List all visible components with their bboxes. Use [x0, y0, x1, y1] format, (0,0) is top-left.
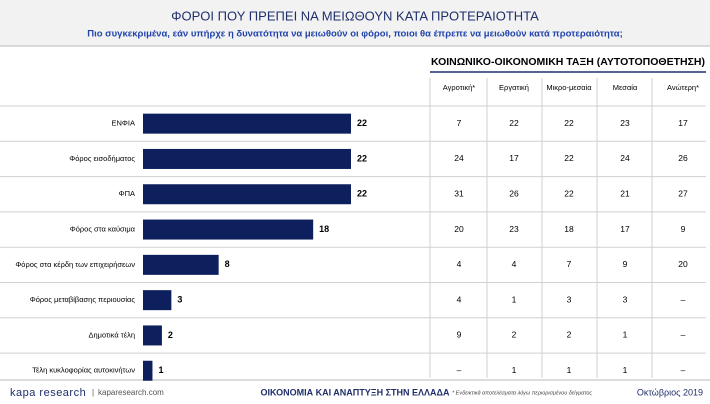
header-band — [0, 0, 710, 46]
bar — [143, 360, 153, 381]
table-cell: – — [681, 365, 686, 375]
table-cell: 21 — [620, 189, 630, 199]
footer-brand: kapa research — [10, 387, 86, 399]
table-cell: – — [681, 330, 686, 340]
table-cell: – — [457, 365, 462, 375]
column-header: Μεσαία — [613, 83, 638, 92]
bar — [143, 290, 172, 311]
table-cell: 31 — [454, 189, 464, 199]
table-cell: 2 — [512, 330, 517, 340]
footer-divider: | — [92, 388, 94, 397]
category-label: Φόρος μεταβίβασης περιουσίας — [30, 295, 136, 304]
table-cell: 7 — [457, 118, 462, 128]
bar — [143, 254, 219, 275]
table-cell: 1 — [512, 294, 517, 304]
category-label: Φόρος εισοδήματος — [69, 154, 135, 163]
column-header: Αγροτική* — [443, 83, 475, 92]
table-cell: 9 — [623, 259, 628, 269]
table-cell: 3 — [567, 294, 572, 304]
value-label: 22 — [357, 118, 367, 128]
table-cell: 7 — [567, 259, 572, 269]
table-cell: 22 — [564, 189, 574, 199]
table-cell: 1 — [623, 330, 628, 340]
table-cell: 1 — [512, 365, 517, 375]
value-label: 18 — [319, 224, 329, 234]
table-cell: 1 — [623, 365, 628, 375]
column-header: Εργατική — [499, 83, 529, 92]
table-cell: 3 — [623, 294, 628, 304]
table-cell: 23 — [620, 118, 630, 128]
table-cell: 4 — [457, 294, 462, 304]
table-cell: 23 — [509, 224, 519, 234]
category-label: ΕΝΦΙΑ — [112, 119, 136, 128]
value-label: 8 — [225, 259, 230, 269]
table-cell: 22 — [509, 118, 519, 128]
table-cell: 17 — [620, 224, 630, 234]
bar — [143, 184, 351, 205]
table-cell: 2 — [567, 330, 572, 340]
bar — [143, 325, 162, 346]
table-cell: – — [681, 294, 686, 304]
footer-topic: ΟΙΚΟΝΟΜΙΑ ΚΑΙ ΑΝΑΠΤΥΞΗ ΣΤΗΝ ΕΛΛΑΔΑ — [261, 387, 450, 397]
table-cell: 27 — [678, 189, 688, 199]
value-label: 3 — [177, 295, 182, 305]
category-label: Φόρος στα κέρδη των επιχειρήσεων — [15, 260, 135, 269]
footer-note: * Ενδεικτικά αποτελέσματα λόγω περιορισμ… — [452, 389, 592, 396]
table-cell: 9 — [457, 330, 462, 340]
category-label: Τέλη κυκλοφορίας αυτοκινήτων — [32, 366, 135, 375]
table-cell: 18 — [564, 224, 574, 234]
footer-date: Οκτώβριος 2019 — [637, 387, 703, 397]
table-cell: 22 — [564, 118, 574, 128]
value-label: 2 — [168, 330, 173, 340]
chart-subtitle: Πιο συγκεκριμένα, εάν υπήρχε η δυνατότητ… — [87, 29, 623, 40]
category-label: ΦΠΑ — [119, 189, 135, 198]
table-cell: 4 — [512, 259, 517, 269]
value-label: 22 — [357, 189, 367, 199]
category-label: Δημοτικά τέλη — [88, 330, 135, 339]
table-cell: 1 — [567, 365, 572, 375]
table-cell: 4 — [457, 259, 462, 269]
category-label: Φόρος στα καύσιμα — [70, 225, 136, 234]
bar — [143, 148, 351, 169]
table-title: ΚΟΙΝΩΝΙΚΟ-ΟΙΚΟΝΟΜΙΚΗ ΤΑΞΗ (ΑΥΤΟΤΟΠΟΘΕΤΗΣ… — [431, 56, 705, 68]
table-cell: 20 — [678, 259, 688, 269]
column-header: Ανώτερη* — [667, 83, 699, 92]
bar — [143, 219, 314, 240]
footer-site: kaparesearch.com — [98, 388, 164, 397]
table-cell: 9 — [681, 224, 686, 234]
chart-title: ΦΟΡΟΙ ΠΟΥ ΠΡΕΠΕΙ ΝΑ ΜΕΙΩΘΟΥΝ ΚΑΤΑ ΠΡΟΤΕΡ… — [171, 8, 539, 23]
table-cell: 17 — [678, 118, 688, 128]
table-cell: 24 — [620, 153, 630, 163]
table-cell: 26 — [678, 153, 688, 163]
table-cell: 17 — [509, 153, 519, 163]
table-cell: 24 — [454, 153, 464, 163]
table-cell: 22 — [564, 153, 574, 163]
bar — [143, 113, 351, 134]
table-cell: 20 — [454, 224, 464, 234]
value-label: 1 — [158, 365, 163, 375]
value-label: 22 — [357, 153, 367, 163]
table-cell: 26 — [509, 189, 519, 199]
column-header: Μικρο-μεσαία — [546, 83, 592, 92]
